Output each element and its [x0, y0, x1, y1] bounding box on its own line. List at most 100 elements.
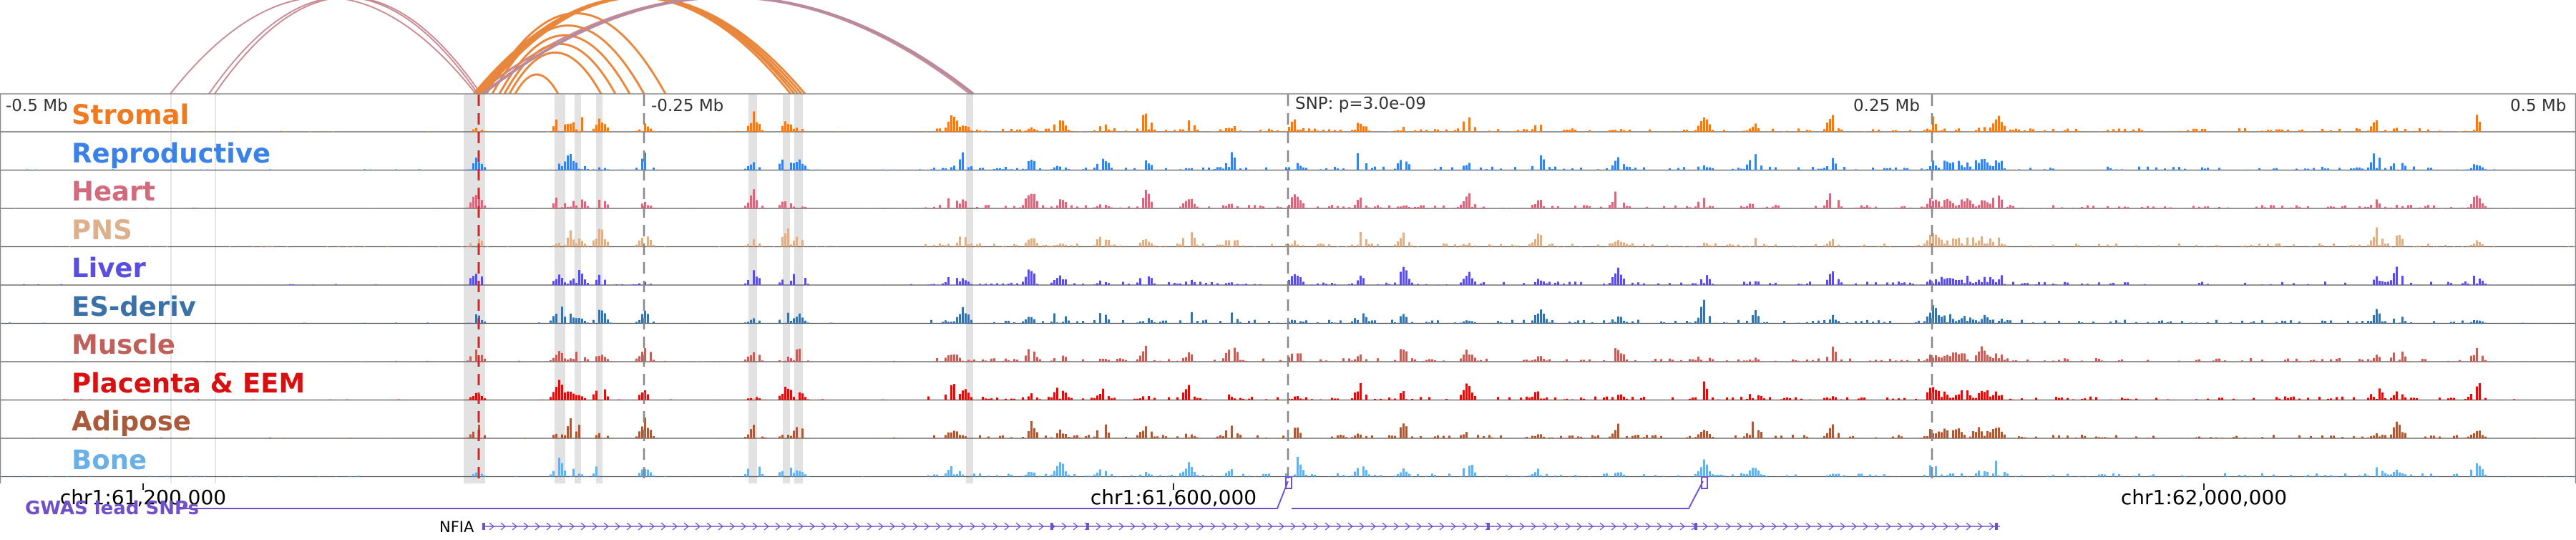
strand-arrow — [1153, 522, 1159, 531]
highlight-band — [596, 95, 602, 483]
strand-arrow — [1096, 522, 1102, 531]
strand-arrow — [1920, 522, 1926, 531]
gene-exon — [1995, 523, 1998, 530]
axis-tick-label: chr1:61,200,000 — [60, 486, 226, 509]
strand-arrow — [1588, 522, 1594, 531]
strand-arrow — [1496, 522, 1503, 531]
track-label: Placenta & EEM — [72, 368, 305, 399]
strand-arrow — [1073, 522, 1079, 531]
strand-arrow — [821, 522, 827, 531]
strand-arrow — [729, 522, 736, 531]
strand-arrow — [1393, 522, 1400, 531]
axis-tick-label: chr1:62,000,000 — [2121, 486, 2287, 509]
highlight-band — [783, 95, 790, 483]
strand-arrow — [1347, 522, 1354, 531]
strand-arrow — [924, 522, 930, 531]
track-label: Reproductive — [72, 138, 270, 169]
strand-arrow — [672, 522, 678, 531]
signal-area — [0, 189, 2576, 208]
strand-arrow — [1908, 522, 1915, 531]
strand-arrow — [1290, 522, 1297, 531]
strand-arrow — [844, 522, 850, 531]
gene-exon — [1487, 523, 1490, 530]
strand-arrow — [809, 522, 816, 531]
gwas-snp-marker — [1701, 476, 1708, 489]
strand-arrow — [1324, 522, 1331, 531]
highlight-band — [464, 95, 485, 483]
strand-arrow — [615, 522, 621, 531]
strand-arrow — [970, 522, 976, 531]
strand-arrow — [1004, 522, 1010, 531]
gene-exon — [1694, 523, 1697, 530]
strand-arrow — [1359, 522, 1365, 531]
strand-arrow — [1702, 522, 1709, 531]
strand-arrow — [489, 522, 495, 531]
strand-arrow — [1450, 522, 1457, 531]
strand-arrow — [660, 522, 667, 531]
strand-arrow — [901, 522, 907, 531]
strand-arrow — [1313, 522, 1319, 531]
strand-arrow — [1336, 522, 1342, 531]
strand-arrow — [626, 522, 633, 531]
gwas-snp-marker — [1285, 476, 1292, 489]
strand-arrow — [1107, 522, 1113, 531]
strand-arrow — [889, 522, 896, 531]
strand-arrow — [1817, 522, 1823, 531]
strand-arrow — [855, 522, 862, 531]
strand-arrow — [832, 522, 839, 531]
strand-arrow — [1954, 522, 1961, 531]
strand-arrow — [1199, 522, 1205, 531]
strand-arrow — [1885, 522, 1892, 531]
interaction-arc — [474, 0, 803, 95]
highlight-band — [794, 95, 803, 483]
strand-arrow — [1370, 522, 1377, 531]
strand-arrow — [1851, 522, 1858, 531]
strand-arrow — [935, 522, 942, 531]
strand-arrow — [867, 522, 873, 531]
highlight-band — [170, 95, 172, 483]
axis-tick-label: chr1:61,600,000 — [1091, 486, 1257, 509]
strand-arrow — [1233, 522, 1239, 531]
strand-arrow — [752, 522, 758, 531]
track-labels: Stromal Reproductive Heart PNS Liver ES-… — [72, 100, 305, 476]
strand-arrow — [1599, 522, 1606, 531]
strand-arrow — [535, 522, 541, 531]
strand-arrow — [1679, 522, 1686, 531]
strand-arrow — [1210, 522, 1216, 531]
interaction-arc — [214, 0, 482, 95]
marker-lines — [477, 95, 1933, 483]
strand-arrow — [1462, 522, 1468, 531]
strand-arrow — [1576, 522, 1583, 531]
strand-arrow — [1771, 522, 1777, 531]
signal-area — [0, 227, 2576, 247]
strand-arrow — [741, 522, 747, 531]
ruler-label-snp: SNP: p=3.0e-09 — [1295, 95, 1426, 113]
strand-arrow — [1782, 522, 1789, 531]
strand-arrow — [1473, 522, 1480, 531]
strand-arrow — [1038, 522, 1045, 531]
strand-arrow — [1519, 522, 1526, 531]
strand-arrow — [1244, 522, 1251, 531]
strand-arrow — [1416, 522, 1423, 531]
track-label: ES-deriv — [72, 291, 196, 322]
strand-arrow — [523, 522, 530, 531]
ruler-label-left: -0.5 Mb — [6, 97, 68, 115]
highlight-band — [575, 95, 581, 483]
strand-arrow — [763, 522, 770, 531]
strand-arrow — [1130, 522, 1136, 531]
strand-arrow — [1714, 522, 1720, 531]
ruler-label-q1: -0.25 Mb — [651, 97, 723, 115]
strand-arrow — [638, 522, 644, 531]
gwas-connector — [1292, 481, 1704, 509]
strand-arrow — [1531, 522, 1537, 531]
strand-arrow — [992, 522, 999, 531]
track-label: PNS — [72, 215, 132, 246]
strand-arrow — [580, 522, 587, 531]
genomic-axis: chr1:61,200,000 chr1:61,600,000 chr1:62,… — [60, 483, 2287, 509]
strand-arrow — [1565, 522, 1571, 531]
highlight-band — [215, 95, 216, 483]
strand-arrow — [695, 522, 701, 531]
strand-arrow — [775, 522, 781, 531]
